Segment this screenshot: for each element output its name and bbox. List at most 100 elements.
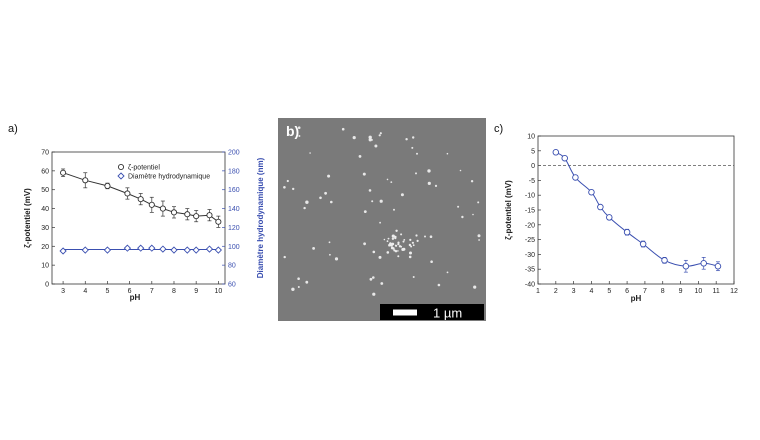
sem-particle	[372, 250, 376, 254]
sem-particle	[409, 251, 412, 255]
sem-particle	[334, 257, 339, 261]
y-tick-label: 0	[531, 163, 535, 170]
sem-image: b) 1 µm	[278, 118, 486, 321]
sem-particle	[446, 152, 449, 155]
sem-particle	[430, 260, 433, 264]
sem-scale-box	[380, 304, 484, 320]
diameter-point	[148, 244, 156, 252]
sem-particle	[459, 169, 462, 172]
y-left-tick-label: 70	[41, 150, 49, 157]
sem-particle	[408, 255, 412, 259]
sem-particle	[434, 184, 438, 187]
x-tick-label: 7	[643, 288, 647, 295]
y-tick-label: 10	[527, 134, 535, 141]
legend-diamond-marker	[117, 172, 125, 180]
x-tick-label: 5	[105, 288, 109, 295]
y-tick-label: -30	[525, 252, 535, 259]
sem-particle	[386, 240, 389, 243]
diameter-point	[123, 244, 132, 252]
sem-particle	[298, 135, 301, 137]
y-right-tick-label: 160	[228, 187, 240, 194]
sem-particle	[429, 235, 433, 238]
zeta-point	[206, 212, 213, 219]
sem-particle	[291, 287, 295, 291]
chart-a-legend: ζ-potentiel Diamètre hydrodynamique	[117, 163, 210, 181]
sem-particle	[409, 238, 412, 241]
diameter-point	[170, 246, 178, 254]
y-left-tick-label: 40	[41, 206, 49, 213]
sem-particle	[412, 136, 415, 139]
sem-particle	[390, 181, 393, 184]
y-tick-label: 5	[531, 148, 535, 155]
sem-particle	[397, 250, 399, 252]
sem-particle	[397, 255, 400, 258]
sem-particle	[297, 286, 300, 288]
diameter-point	[183, 246, 191, 254]
sem-particle	[303, 206, 306, 210]
y-left-tick-label: 0	[45, 282, 49, 289]
sem-particle	[410, 245, 413, 248]
sem-particle	[363, 210, 367, 214]
panel-label-b: b)	[286, 123, 299, 139]
y-right-tick-label: 80	[228, 263, 236, 270]
diameter-point	[205, 245, 214, 253]
x-tick-label: 2	[554, 288, 558, 295]
diameter-point	[214, 246, 222, 254]
chart-c-xlabel: pH	[631, 294, 642, 303]
legend-label-zeta: ζ-potentiel	[128, 165, 160, 172]
y-tick-label: -15	[525, 208, 535, 215]
sem-scale-label: 1 µm	[433, 306, 462, 321]
sem-particle	[408, 243, 412, 247]
sem-particle	[390, 244, 393, 247]
chart-a: pH ζ-potentiel (mV) Diamètre hydrodynami…	[23, 150, 265, 303]
y-right-tick-label: 140	[228, 206, 240, 213]
sem-particle	[283, 255, 286, 259]
sem-particle	[473, 285, 477, 289]
y-tick-label: -10	[525, 193, 535, 200]
chart-c: pH ζ-potentiel (mV) 1 2 3 4 5 6 7 8 9 10 11 121050-…	[504, 134, 738, 304]
chart-a-ylabel-left: ζ-potentiel (mV)	[23, 188, 32, 248]
sem-particle	[371, 200, 374, 203]
sem-particle	[416, 239, 419, 242]
sem-particle	[312, 247, 315, 250]
sem-particle	[363, 242, 366, 246]
sem-particle	[416, 152, 418, 155]
y-tick-label: -20	[525, 222, 535, 229]
y-tick-label: -5	[529, 178, 535, 185]
sem-particle	[372, 276, 375, 279]
sem-particle	[478, 239, 480, 241]
sem-particle	[380, 282, 384, 285]
sem-particle	[415, 172, 417, 175]
legend-circle-marker	[117, 163, 125, 171]
sem-particle	[309, 152, 311, 154]
sem-particle	[387, 237, 390, 240]
x-tick-label: 8	[172, 288, 176, 295]
sem-particles	[283, 126, 481, 296]
y-right-tick-label: 120	[228, 225, 240, 232]
sem-particle	[379, 199, 383, 203]
sem-particle	[324, 191, 327, 195]
sem-particle	[393, 208, 395, 211]
sem-particle	[402, 240, 405, 243]
sem-particle	[286, 179, 289, 183]
zeta-point	[159, 205, 166, 212]
sem-particle	[412, 244, 415, 247]
diameter-point	[192, 246, 200, 254]
zeta-point	[60, 169, 67, 176]
sem-particle	[394, 235, 397, 239]
sem-particle	[391, 234, 395, 238]
sem-particle	[362, 172, 366, 176]
x-tick-label: 6	[128, 288, 132, 295]
x-tick-label: 1	[536, 288, 540, 295]
x-tick-label: 4	[83, 288, 87, 295]
data-point	[714, 262, 722, 270]
chart-a-xlabel: pH	[130, 293, 141, 302]
x-tick-label: 6	[625, 288, 629, 295]
sem-particle	[305, 280, 309, 284]
chart-a-ylabel-right: Diamètre hydrodynamique (nm)	[256, 157, 265, 278]
diameter-point	[137, 244, 145, 252]
diameter-point	[59, 247, 67, 255]
sem-particle	[341, 127, 345, 131]
data-point	[700, 260, 707, 267]
x-tick-label: 12	[730, 288, 738, 295]
